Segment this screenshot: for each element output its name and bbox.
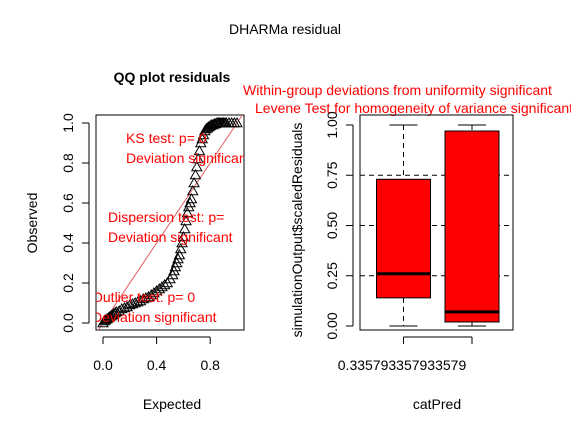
qq-x-axis: 0.0 0.4 0.8: [93, 336, 220, 373]
qq-y-tick-label: 0.8: [60, 153, 76, 173]
qq-title: QQ plot residuals: [114, 69, 231, 85]
qq-y-tick-label: 0.4: [60, 233, 76, 253]
box-y-tick-label: 0.00: [324, 312, 340, 339]
qq-point: [131, 295, 144, 307]
qq-point: [107, 307, 120, 319]
qq-point: [137, 292, 150, 304]
qq-plot-frame: [95, 114, 245, 331]
box-plot-frame: [359, 114, 514, 331]
box-plot: 0.00 0.25 0.50 0.75 1.00: [324, 111, 514, 344]
qq-point: [192, 152, 205, 164]
qq-annotation-text: Dispersion test: p=: [108, 209, 224, 225]
qq-point: [178, 222, 191, 234]
box-y-axis: 0.00 0.25 0.50 0.75 1.00: [324, 111, 354, 340]
qq-annotations: KS test: p= 0 Deviation significant Disper…: [92, 130, 251, 325]
qq-point: [188, 176, 200, 188]
qq-point: [185, 192, 198, 204]
box-body: [444, 130, 500, 323]
qq-point: [126, 297, 139, 309]
qq-point: [134, 294, 147, 306]
box-y-tick-label: 0.75: [324, 161, 340, 188]
box-category-label: 0.335793357933579: [338, 357, 467, 373]
qq-y-tick-label: 0.2: [60, 273, 76, 293]
qq-point: [189, 168, 202, 180]
qq-annotation-text: KS test: p= 0: [126, 130, 207, 146]
qq-point: [181, 206, 194, 218]
qq-point: [193, 144, 206, 156]
qq-point: [174, 242, 187, 254]
qq-point: [176, 236, 188, 248]
qq-plot: 0.0 0.4 0.8 0.0 0.2 0.4 0.6 0.8 1.0 KS test: p=…: [60, 113, 251, 373]
qq-point: [177, 230, 190, 242]
box-boxes: [376, 124, 500, 344]
box-y-label: simulationOutput$scaledResiduals: [289, 123, 305, 338]
qq-point: [231, 116, 243, 128]
qq-annotation-text: Outlier test: p= 0: [92, 289, 195, 305]
box-x-label: catPred: [413, 396, 461, 412]
qq-y-tick-label: 1.0: [60, 113, 76, 133]
qq-annotation-text: Deviation significant: [92, 309, 217, 325]
qq-annotation-text: Deviation significant: [126, 150, 251, 166]
box-y-tick-label: 0.50: [324, 212, 340, 239]
qq-point: [123, 298, 136, 310]
box-title-line-2: Levene Test for homogeneity of variance …: [255, 100, 571, 116]
qq-point: [129, 296, 142, 308]
qq-x-tick-label: 0.0: [93, 357, 113, 373]
qq-point: [118, 301, 131, 313]
qq-y-tick-label: 0.6: [60, 193, 76, 213]
box-title-line-1: Within-group deviations from uniformity …: [243, 82, 552, 98]
box-body: [376, 178, 431, 299]
qq-x-label: Expected: [143, 396, 201, 412]
qq-point: [140, 291, 152, 303]
qq-point: [173, 248, 186, 260]
figure-title: DHARMa residual: [229, 21, 341, 37]
qq-point: [190, 160, 203, 172]
box-y-tick-label: 1.00: [324, 111, 340, 138]
qq-point: [158, 278, 171, 290]
qq-y-tick-label: 0.0: [60, 313, 76, 333]
qq-point: [121, 300, 133, 312]
qq-x-tick-label: 0.8: [200, 357, 220, 373]
qq-point: [110, 305, 123, 317]
qq-y-label: Observed: [24, 193, 40, 254]
qq-points: [97, 116, 243, 328]
qq-x-tick-label: 0.4: [147, 357, 167, 373]
qq-point: [180, 214, 192, 226]
qq-point: [186, 184, 199, 196]
qq-annotation-text: Deviation significant: [108, 229, 233, 245]
qq-point: [113, 304, 125, 316]
qq-reference-line: [97, 114, 243, 331]
qq-y-axis: 0.0 0.2 0.4 0.6 0.8 1.0: [60, 113, 90, 333]
qq-point: [115, 302, 128, 314]
box-y-tick-label: 0.25: [324, 262, 340, 289]
